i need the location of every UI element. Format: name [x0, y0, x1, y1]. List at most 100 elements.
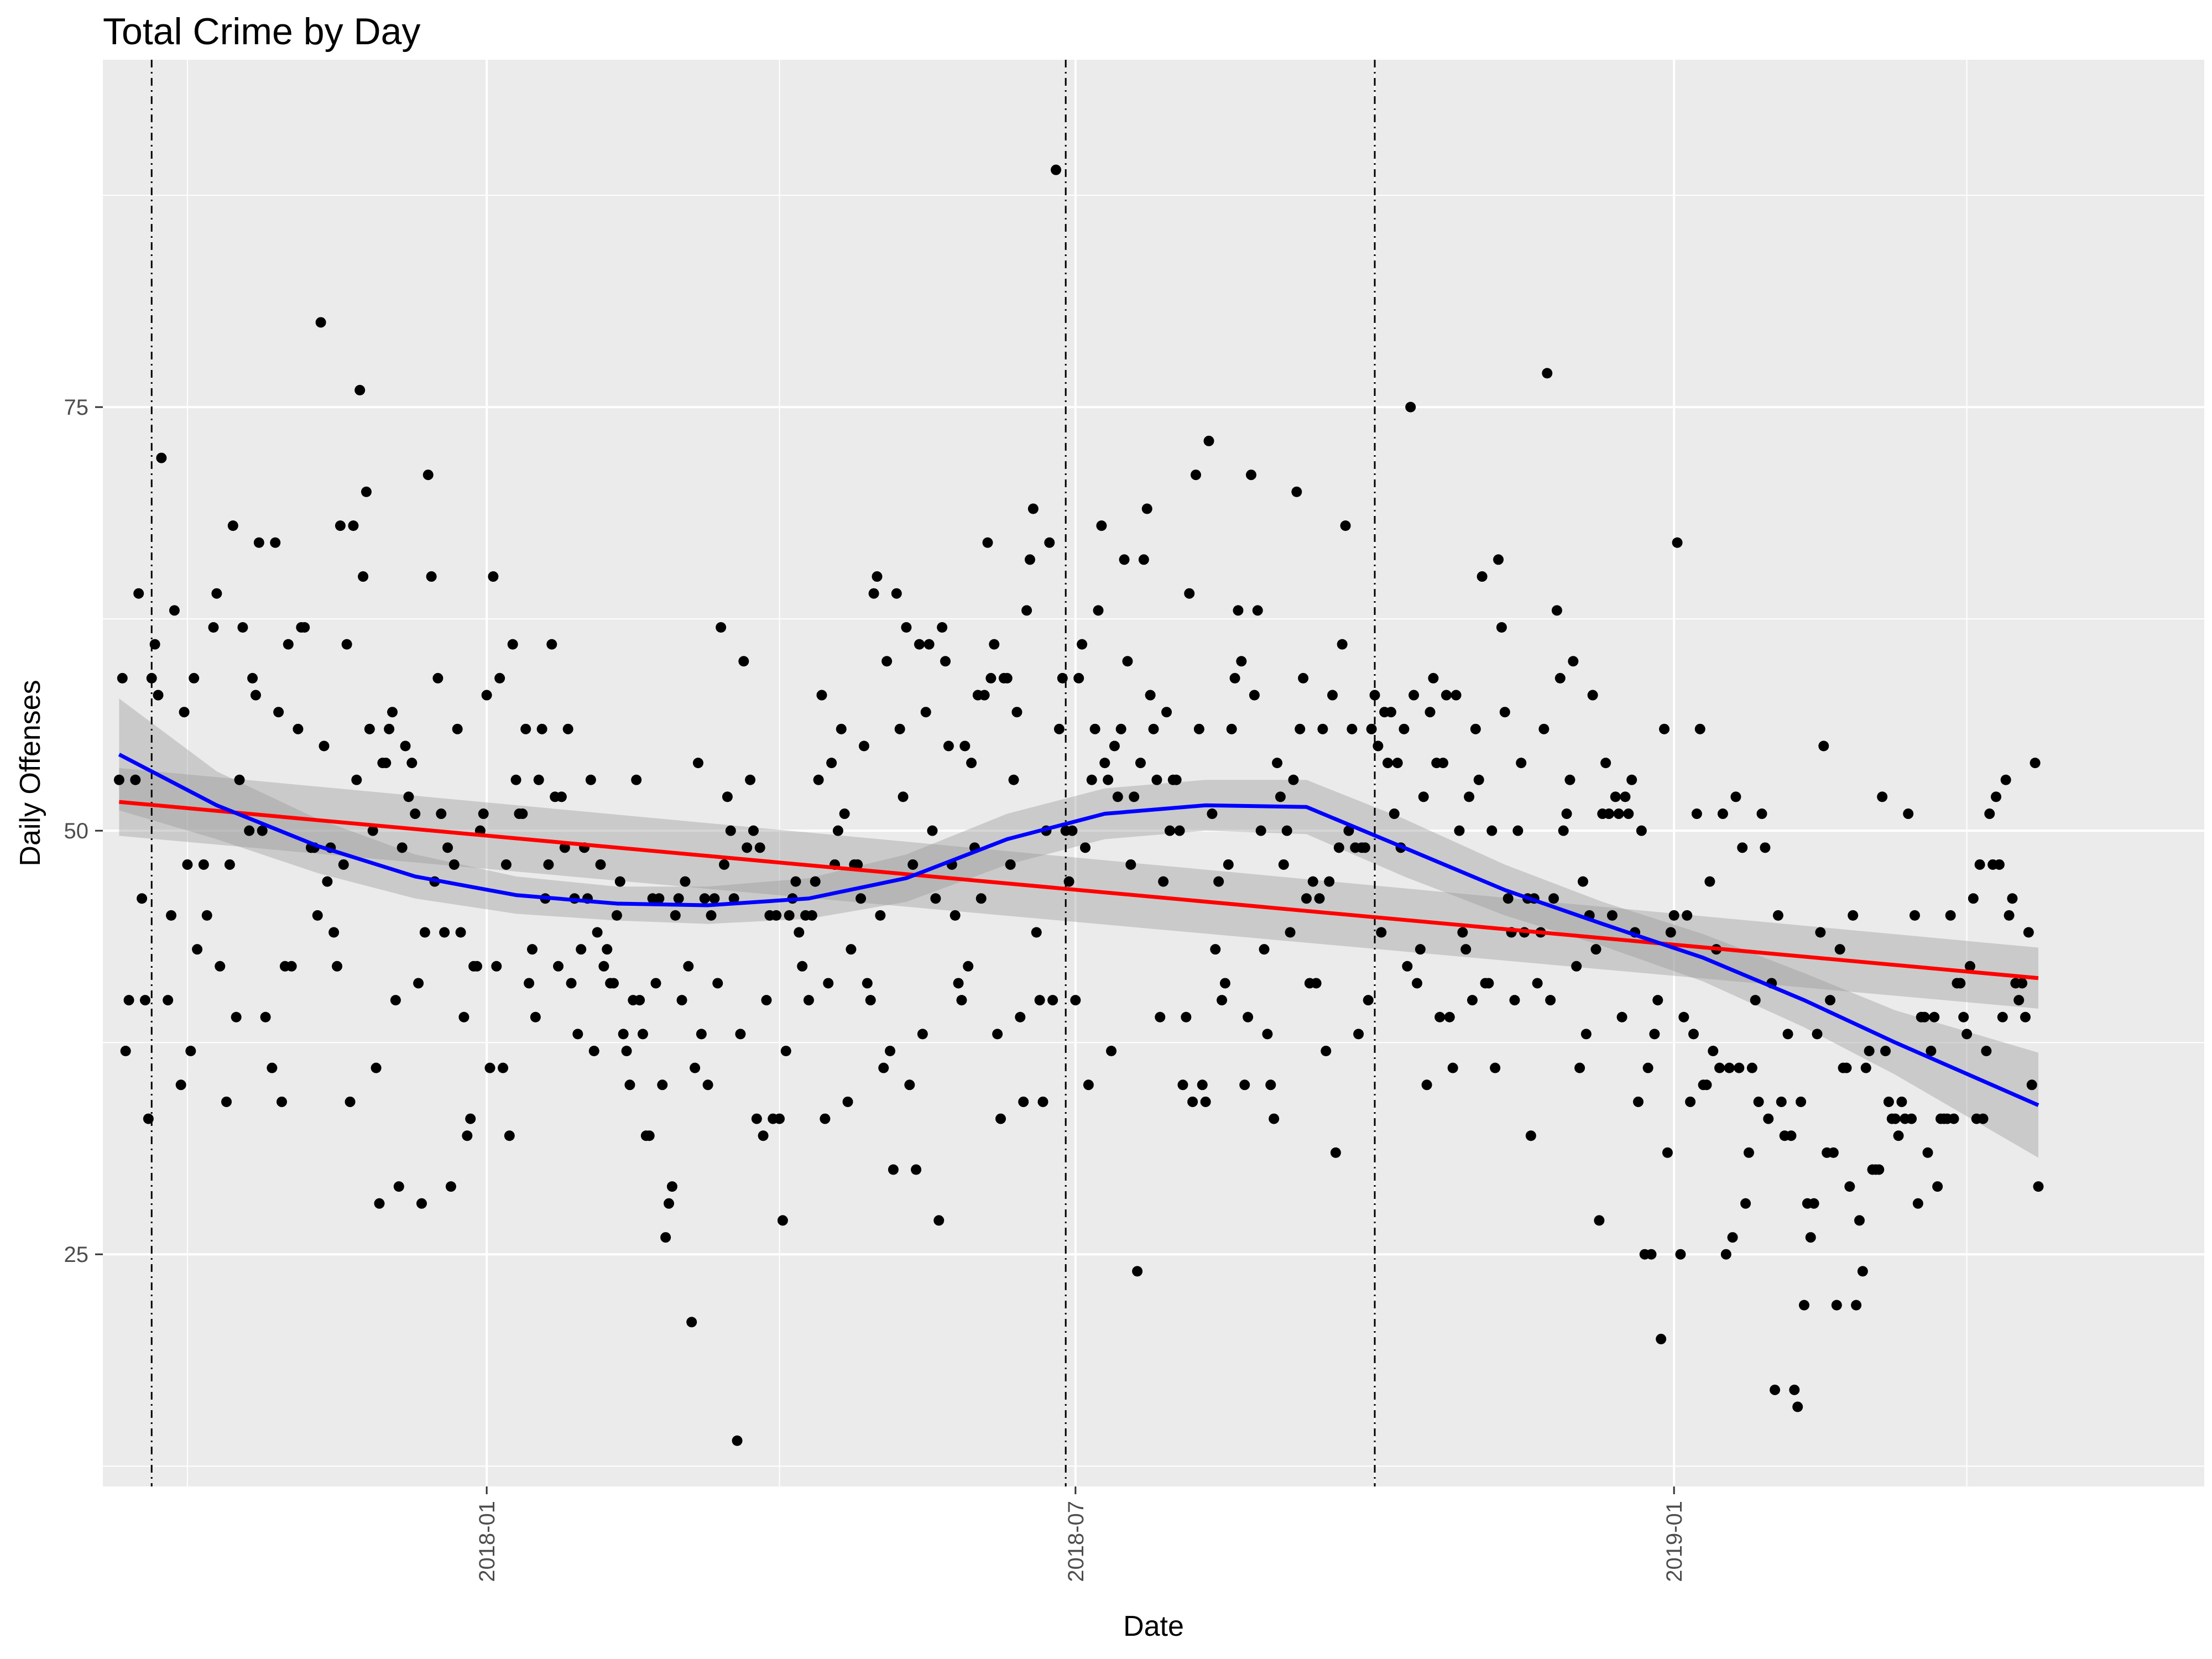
data-point [179, 707, 190, 718]
data-point [614, 876, 625, 887]
data-point [1991, 791, 2002, 802]
data-point [806, 910, 817, 921]
data-point [748, 825, 759, 836]
data-point [1099, 758, 1110, 769]
data-point [1841, 1062, 1852, 1073]
data-point [1392, 758, 1403, 769]
data-point [1070, 995, 1081, 1006]
data-point [1656, 1333, 1667, 1344]
data-point [1903, 808, 1914, 820]
data-point [803, 995, 814, 1006]
data-point [794, 927, 805, 938]
data-point [1792, 1401, 1803, 1412]
data-point [836, 723, 847, 734]
data-point [500, 859, 512, 870]
data-point [816, 690, 827, 701]
data-point [1486, 825, 1498, 836]
data-point [198, 859, 209, 870]
data-point [1024, 554, 1035, 565]
data-point [1877, 791, 1888, 802]
data-point [572, 1029, 583, 1040]
x-tick-label: 2018-07 [1064, 1501, 1088, 1582]
data-point [875, 910, 886, 921]
data-point [1798, 1300, 1809, 1311]
data-point [1665, 927, 1676, 938]
data-point [1600, 758, 1611, 769]
data-point [979, 690, 990, 701]
data-point [120, 1046, 131, 1057]
data-point [1428, 672, 1439, 684]
data-point [1626, 774, 1637, 785]
data-point [113, 774, 124, 785]
data-point [780, 1046, 791, 1057]
data-point [1031, 927, 1042, 938]
data-point [1834, 944, 1845, 955]
data-point [413, 978, 424, 989]
data-point [2023, 927, 2034, 938]
data-point [426, 571, 437, 582]
data-point [1512, 825, 1524, 836]
data-point [273, 707, 284, 718]
data-point [1067, 825, 1078, 836]
x-tick-label: 2019-01 [1662, 1501, 1687, 1582]
data-point [1574, 1062, 1585, 1073]
data-point [169, 605, 180, 616]
data-point [224, 859, 235, 870]
data-point [1577, 876, 1588, 887]
data-point [1825, 995, 1836, 1006]
data-point [1753, 1096, 1764, 1107]
data-point [498, 1062, 509, 1073]
data-point [1760, 842, 1771, 853]
data-point [1249, 690, 1260, 701]
data-point [1402, 961, 1413, 972]
data-point [1737, 842, 1748, 853]
data-point [1545, 995, 1556, 1006]
data-point [1265, 1079, 1276, 1091]
data-point [1642, 1062, 1653, 1073]
data-point [709, 893, 720, 904]
data-point [810, 876, 821, 887]
fit-lines [118, 753, 2039, 1107]
data-point [702, 1079, 713, 1091]
data-point [156, 452, 167, 463]
data-point [312, 910, 323, 921]
data-point [1383, 758, 1394, 769]
data-point [448, 859, 460, 870]
data-point [634, 995, 645, 1006]
data-point [1245, 469, 1256, 481]
data-point [1229, 672, 1240, 684]
data-point [924, 639, 935, 650]
data-point [1678, 1011, 1689, 1022]
data-point [885, 1046, 896, 1057]
data-point [1763, 1113, 1774, 1124]
data-point [1896, 1096, 1907, 1107]
data-point [904, 1079, 915, 1091]
data-point [1262, 1029, 1273, 1040]
data-point [1704, 876, 1715, 887]
data-point [533, 774, 544, 785]
data-point [657, 1079, 668, 1091]
data-point [975, 893, 987, 904]
data-point [1740, 1198, 1751, 1209]
data-point [1682, 910, 1693, 921]
data-point [1122, 656, 1133, 667]
data-point [1493, 554, 1504, 565]
data-point [358, 571, 369, 582]
data-point [201, 910, 212, 921]
data-point [1109, 740, 1120, 752]
data-point [953, 978, 964, 989]
data-point [1883, 1096, 1894, 1107]
data-point [270, 537, 281, 548]
data-point [1015, 1011, 1026, 1022]
data-point [719, 859, 730, 870]
data-point [1408, 690, 1420, 701]
data-point [1021, 605, 1032, 616]
data-point [728, 893, 739, 904]
data-point [1447, 1062, 1458, 1073]
data-point [143, 1113, 154, 1124]
data-point [1929, 1011, 1940, 1022]
data-point [1978, 1113, 1989, 1124]
data-point [1890, 1113, 1901, 1124]
data-point [231, 1011, 242, 1022]
data-point [1525, 1130, 1536, 1141]
